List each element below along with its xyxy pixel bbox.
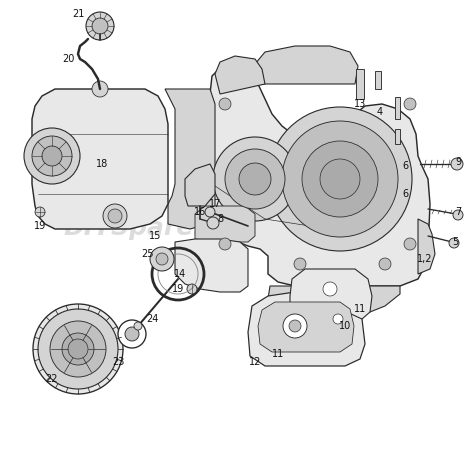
- Text: 6: 6: [402, 189, 408, 199]
- Circle shape: [282, 121, 398, 237]
- Circle shape: [283, 314, 307, 338]
- Circle shape: [92, 81, 108, 97]
- Polygon shape: [195, 206, 255, 242]
- Polygon shape: [248, 292, 365, 366]
- Circle shape: [92, 18, 108, 34]
- Text: 4: 4: [377, 107, 383, 117]
- Circle shape: [125, 327, 139, 341]
- Circle shape: [320, 159, 360, 199]
- Circle shape: [156, 253, 168, 265]
- Circle shape: [449, 238, 459, 248]
- Circle shape: [62, 333, 94, 365]
- Circle shape: [205, 207, 215, 217]
- Text: 19: 19: [172, 284, 184, 294]
- Text: 25: 25: [142, 249, 154, 259]
- Text: 24: 24: [146, 314, 158, 324]
- Text: 11: 11: [354, 304, 366, 314]
- Circle shape: [118, 320, 146, 348]
- Polygon shape: [418, 219, 435, 274]
- Circle shape: [294, 258, 306, 270]
- Circle shape: [451, 158, 463, 170]
- Circle shape: [32, 136, 72, 176]
- Circle shape: [33, 304, 123, 394]
- Circle shape: [213, 137, 297, 221]
- Text: 9: 9: [455, 157, 461, 167]
- Text: 23: 23: [112, 357, 124, 367]
- Circle shape: [225, 149, 285, 209]
- Circle shape: [42, 146, 62, 166]
- Bar: [395, 129, 400, 144]
- Text: 11: 11: [272, 349, 284, 359]
- Circle shape: [289, 320, 301, 332]
- Circle shape: [404, 98, 416, 110]
- Circle shape: [268, 107, 412, 251]
- Polygon shape: [175, 239, 248, 292]
- Text: 21: 21: [72, 9, 84, 19]
- Circle shape: [239, 163, 271, 195]
- Text: DIYSpareParts.com: DIYSpareParts.com: [64, 216, 334, 239]
- Circle shape: [134, 322, 142, 330]
- Polygon shape: [210, 66, 430, 286]
- Text: 10: 10: [339, 321, 351, 331]
- Text: 16: 16: [194, 207, 206, 217]
- Circle shape: [219, 98, 231, 110]
- Text: 12: 12: [249, 357, 261, 367]
- Text: 20: 20: [62, 54, 74, 64]
- Polygon shape: [258, 302, 354, 352]
- Polygon shape: [165, 89, 215, 229]
- Text: 14: 14: [174, 269, 186, 279]
- Polygon shape: [290, 269, 372, 319]
- Text: 15: 15: [149, 231, 161, 241]
- Bar: [375, 71, 381, 89]
- Circle shape: [379, 258, 391, 270]
- Text: 17: 17: [209, 199, 221, 209]
- Polygon shape: [255, 46, 358, 84]
- Circle shape: [207, 217, 219, 229]
- Text: 1,2: 1,2: [417, 254, 433, 264]
- Circle shape: [323, 282, 337, 296]
- Text: 5: 5: [452, 237, 458, 247]
- Text: 8: 8: [217, 214, 223, 224]
- Polygon shape: [215, 56, 265, 94]
- Text: 13: 13: [354, 99, 366, 109]
- Circle shape: [68, 339, 88, 359]
- Polygon shape: [268, 286, 400, 316]
- Text: 18: 18: [96, 159, 108, 169]
- Circle shape: [86, 12, 114, 40]
- Text: 7: 7: [455, 207, 461, 217]
- Bar: [356, 69, 364, 99]
- Circle shape: [108, 209, 122, 223]
- Text: 6: 6: [402, 161, 408, 171]
- Circle shape: [35, 207, 45, 217]
- Circle shape: [302, 141, 378, 217]
- Circle shape: [404, 238, 416, 250]
- Text: 19: 19: [34, 221, 46, 231]
- Text: 22: 22: [46, 374, 58, 384]
- Circle shape: [453, 210, 463, 220]
- Polygon shape: [185, 164, 215, 206]
- Circle shape: [103, 204, 127, 228]
- Circle shape: [50, 321, 106, 377]
- Circle shape: [24, 128, 80, 184]
- Circle shape: [219, 238, 231, 250]
- Circle shape: [333, 314, 343, 324]
- Bar: [395, 97, 400, 119]
- Circle shape: [150, 247, 174, 271]
- Circle shape: [38, 309, 118, 389]
- Circle shape: [187, 284, 197, 294]
- Polygon shape: [32, 89, 168, 229]
